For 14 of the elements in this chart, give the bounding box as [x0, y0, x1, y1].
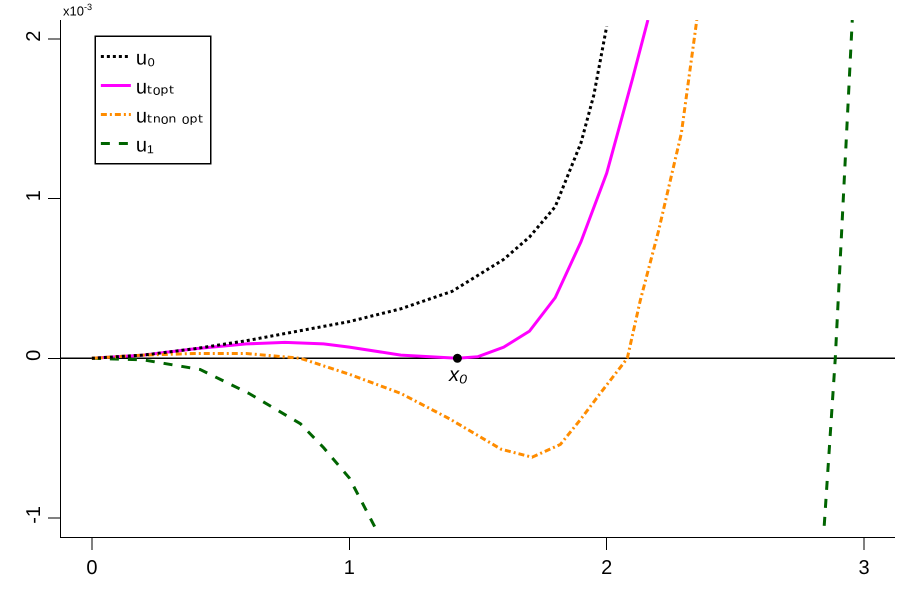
- legend-label: uₜₒₚₜ: [136, 76, 175, 98]
- y-tick-label: -1: [23, 506, 45, 524]
- legend-label: u₁: [136, 134, 154, 156]
- annotation: x₀: [448, 364, 468, 386]
- text: x10$^{-3}$: [63, 2, 92, 18]
- x-tick-label: 1: [344, 557, 355, 579]
- x-tick-label: 3: [858, 557, 870, 579]
- y-tick-label: 2: [23, 30, 45, 42]
- x-tick-label: 0: [86, 557, 98, 579]
- x-tick-label: 2: [601, 557, 612, 579]
- y-tick-label: 0: [23, 350, 45, 361]
- legend-label: uₜₙₒₙ ₒₚₜ: [136, 105, 204, 128]
- legend-label: u₀: [136, 47, 156, 70]
- y-tick-label: 1: [23, 190, 45, 202]
